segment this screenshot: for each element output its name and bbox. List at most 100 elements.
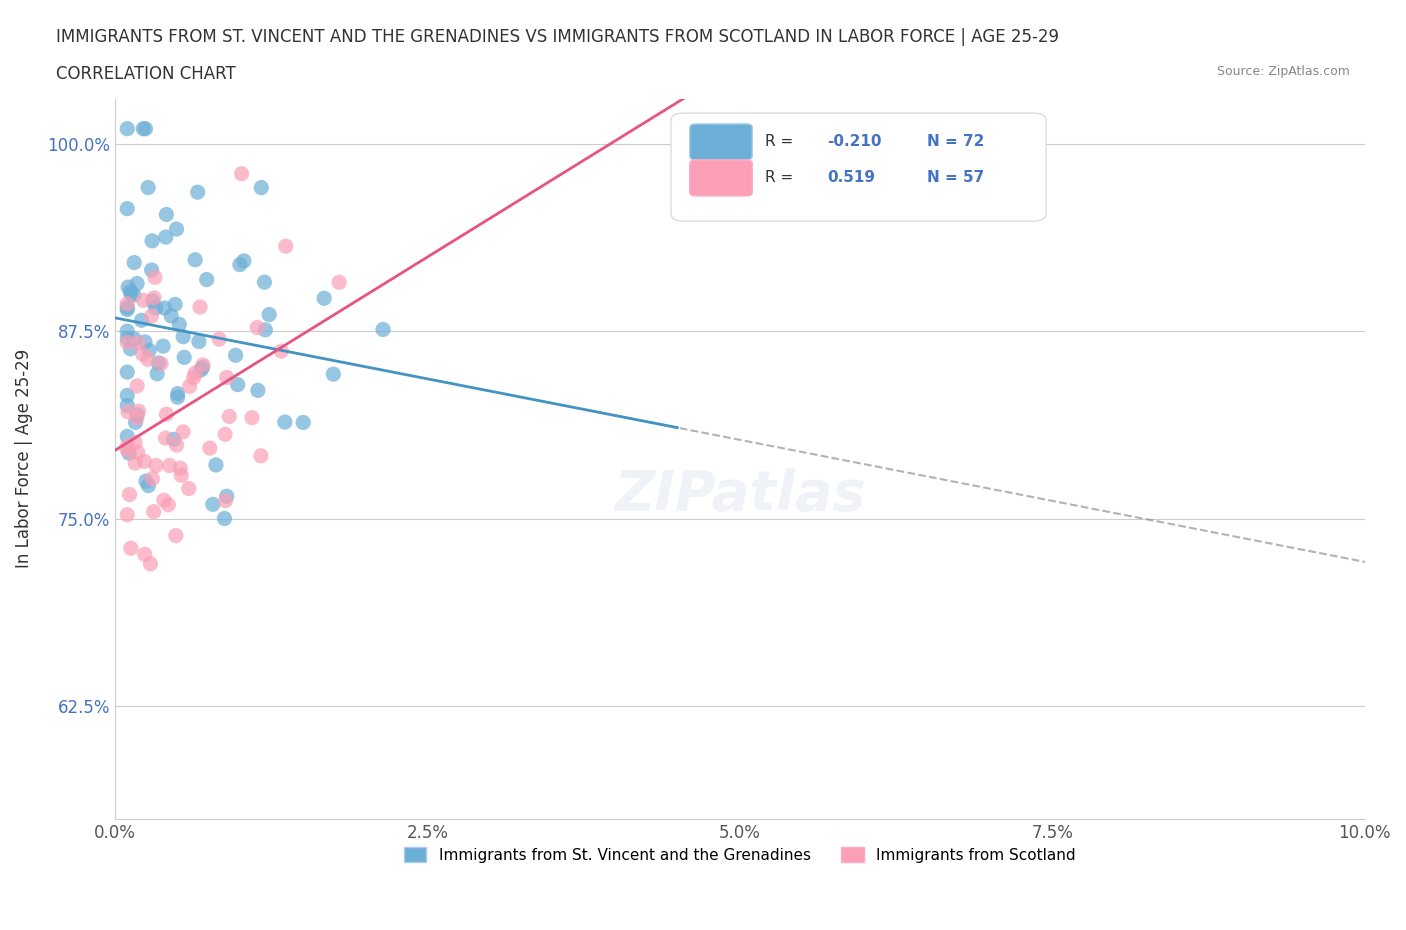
Immigrants from St. Vincent and the Grenadines [274,415,297,430]
Immigrants from Scotland [274,239,297,254]
Immigrants from St. Vincent and the Grenadines [187,185,209,200]
Immigrants from St. Vincent and the Grenadines [117,300,139,315]
Immigrants from Scotland [198,441,221,456]
Immigrants from St. Vincent and the Grenadines [117,388,139,403]
Immigrants from St. Vincent and the Grenadines [138,478,160,493]
Immigrants from Scotland [157,498,180,512]
Immigrants from St. Vincent and the Grenadines [153,300,176,315]
Immigrants from St. Vincent and the Grenadines [125,407,148,422]
Text: IMMIGRANTS FROM ST. VINCENT AND THE GRENADINES VS IMMIGRANTS FROM SCOTLAND IN LA: IMMIGRANTS FROM ST. VINCENT AND THE GREN… [56,28,1059,46]
Immigrants from Scotland [165,528,187,543]
Text: -0.210: -0.210 [827,135,882,150]
Immigrants from St. Vincent and the Grenadines [201,497,224,512]
Immigrants from St. Vincent and the Grenadines [152,339,174,353]
Immigrants from St. Vincent and the Grenadines [160,309,183,324]
Immigrants from Scotland [134,454,156,469]
Immigrants from Scotland [179,379,201,393]
Immigrants from St. Vincent and the Grenadines [250,180,273,195]
Immigrants from Scotland [132,293,155,308]
Immigrants from Scotland [166,438,188,453]
Immigrants from St. Vincent and the Grenadines [257,307,280,322]
Immigrants from Scotland [159,458,181,473]
Immigrants from Scotland [136,352,159,366]
Immigrants from St. Vincent and the Grenadines [187,334,209,349]
Immigrants from Scotland [127,445,149,459]
Immigrants from St. Vincent and the Grenadines [117,429,139,444]
Immigrants from Scotland [191,357,214,372]
Immigrants from Scotland [270,344,292,359]
Immigrants from St. Vincent and the Grenadines [214,512,236,526]
Immigrants from Scotland [246,320,269,335]
Immigrants from St. Vincent and the Grenadines [292,415,315,430]
Immigrants from St. Vincent and the Grenadines [120,341,142,356]
Immigrants from St. Vincent and the Grenadines [122,255,145,270]
Immigrants from St. Vincent and the Grenadines [117,324,139,339]
Immigrants from Scotland [153,493,176,508]
Text: Source: ZipAtlas.com: Source: ZipAtlas.com [1216,65,1350,78]
Immigrants from Scotland [172,424,194,439]
Immigrants from Scotland [131,347,153,362]
Immigrants from St. Vincent and the Grenadines [172,329,194,344]
Immigrants from St. Vincent and the Grenadines [322,366,344,381]
Immigrants from St. Vincent and the Grenadines [163,432,186,446]
Immigrants from Scotland [128,404,150,418]
Text: 0.519: 0.519 [827,170,876,185]
Immigrants from Scotland [169,460,191,475]
Immigrants from Scotland [155,431,177,445]
Immigrants from Scotland [117,405,139,419]
Immigrants from St. Vincent and the Grenadines [155,230,177,245]
Immigrants from St. Vincent and the Grenadines [205,458,228,472]
Immigrants from St. Vincent and the Grenadines [146,366,169,381]
Text: R =: R = [765,135,797,150]
FancyBboxPatch shape [690,160,752,196]
Immigrants from Scotland [117,439,139,454]
Text: R =: R = [765,170,797,185]
Immigrants from St. Vincent and the Grenadines [141,262,163,277]
Immigrants from St. Vincent and the Grenadines [132,121,155,136]
Immigrants from Scotland [155,406,177,421]
Immigrants from St. Vincent and the Grenadines [229,258,252,272]
Immigrants from Scotland [218,409,240,424]
Immigrants from St. Vincent and the Grenadines [118,445,141,460]
Immigrants from St. Vincent and the Grenadines [145,300,167,315]
Immigrants from St. Vincent and the Grenadines [190,363,212,378]
Immigrants from St. Vincent and the Grenadines [125,276,148,291]
Immigrants from Scotland [139,556,162,571]
Immigrants from St. Vincent and the Grenadines [117,121,139,136]
Immigrants from St. Vincent and the Grenadines [253,274,276,289]
Immigrants from St. Vincent and the Grenadines [173,350,195,365]
Immigrants from St. Vincent and the Grenadines [195,272,218,287]
Immigrants from Scotland [143,290,166,305]
Immigrants from St. Vincent and the Grenadines [148,355,170,370]
Immigrants from St. Vincent and the Grenadines [225,348,247,363]
Y-axis label: In Labor Force | Age 25-29: In Labor Force | Age 25-29 [15,349,32,568]
Immigrants from Scotland [208,332,231,347]
Immigrants from Scotland [127,336,149,351]
Immigrants from Scotland [118,487,141,502]
Immigrants from Scotland [145,458,167,473]
Immigrants from Scotland [170,468,193,483]
Immigrants from Scotland [184,365,207,380]
Immigrants from Scotland [125,411,148,426]
Text: N = 72: N = 72 [927,135,984,150]
Immigrants from Scotland [214,493,236,508]
FancyBboxPatch shape [671,113,1046,221]
Immigrants from Scotland [142,504,165,519]
Immigrants from St. Vincent and the Grenadines [166,390,188,405]
Immigrants from Scotland [141,472,163,486]
Immigrants from St. Vincent and the Grenadines [166,221,188,236]
Immigrants from St. Vincent and the Grenadines [117,302,139,317]
Immigrants from St. Vincent and the Grenadines [314,291,336,306]
Immigrants from St. Vincent and the Grenadines [124,415,146,430]
Legend: Immigrants from St. Vincent and the Grenadines, Immigrants from Scotland: Immigrants from St. Vincent and the Gren… [398,841,1083,869]
Immigrants from Scotland [328,275,350,290]
Immigrants from St. Vincent and the Grenadines [122,287,145,302]
Immigrants from Scotland [215,370,238,385]
Immigrants from Scotland [117,297,139,312]
Immigrants from Scotland [188,299,211,314]
Immigrants from St. Vincent and the Grenadines [232,254,254,269]
Immigrants from Scotland [141,309,163,324]
Immigrants from St. Vincent and the Grenadines [155,207,177,222]
Immigrants from Scotland [117,335,139,350]
Immigrants from St. Vincent and the Grenadines [169,317,191,332]
